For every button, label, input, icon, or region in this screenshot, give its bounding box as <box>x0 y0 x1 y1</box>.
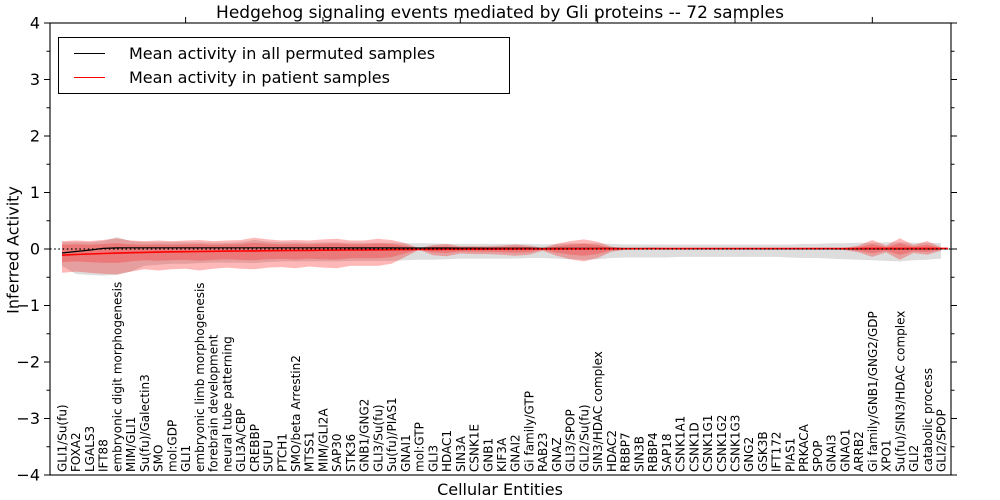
x-tick-label: GLI1/Su(fu) <box>56 404 70 472</box>
x-tick-label: PIAS1 <box>783 438 797 472</box>
y-tick-label: −3 <box>16 409 40 428</box>
x-tick-label: Su(fu)/Galectin3 <box>138 374 152 472</box>
x-tick-label: KIF3A <box>495 437 509 472</box>
x-tick-label: embryonic digit morphogenesis <box>110 282 124 472</box>
x-tick-label: GNAZ <box>550 437 564 472</box>
patient-sample-range <box>62 237 941 275</box>
x-tick-label: MIM/GLI2A <box>317 408 331 472</box>
x-tick-label: STK36 <box>344 434 358 472</box>
x-tick-label: CSNK1E <box>468 424 482 472</box>
x-tick-label: GLI2/SPOP <box>935 409 949 472</box>
y-tick-label: −4 <box>16 466 40 485</box>
x-tick-label: MTSS1 <box>303 431 317 472</box>
x-tick-label: LGALS3 <box>83 426 97 472</box>
x-tick-label: CSNK1G1 <box>701 415 715 472</box>
x-tick-label: GLI3A/CBP <box>234 409 248 472</box>
y-tick-labels: 4 3 2 1 0 −1 −2 −3 −4 <box>16 14 40 485</box>
x-tick-label: GSK3B <box>756 431 770 472</box>
x-tick-label: GLI2 <box>907 445 921 472</box>
x-tick-label: SIN3B <box>632 436 646 472</box>
x-tick-label: SMO/beta Arrestin2 <box>289 355 303 472</box>
y-tick-label: −2 <box>16 353 40 372</box>
x-tick-label: GNB1/GNG2 <box>358 399 372 472</box>
legend-item-patient: Mean activity in patient samples <box>74 68 509 87</box>
x-tick-label: PRKACA <box>797 423 811 472</box>
x-tick-label: PTCH1 <box>275 433 289 472</box>
permuted-line-swatch <box>74 52 105 54</box>
x-tick-label: MIM/GLI1 <box>124 417 138 472</box>
x-tick-label: SIN3A <box>454 435 468 472</box>
x-tick-label: GNAI3 <box>825 434 839 472</box>
x-tick-label: RBBP4 <box>646 432 660 472</box>
x-tick-label: GNAI2 <box>509 434 523 472</box>
x-tick-label: HDAC2 <box>605 430 619 472</box>
x-tick-label: forebrain development <box>207 334 221 472</box>
x-tick-label: CSNK1G3 <box>729 415 743 472</box>
x-tick-label: embryonic limb morphogenesis <box>193 282 207 472</box>
x-tick-label: GLI3/SPOP <box>564 409 578 472</box>
x-tick-label: RBBP7 <box>619 432 633 472</box>
x-tick-label: SIN3/HDAC complex <box>591 351 605 472</box>
x-tick-label: GNAI1 <box>399 434 413 472</box>
x-tick-label: GLI2/Su(fu) <box>577 404 591 472</box>
y-tick-label: 3 <box>30 70 40 89</box>
permuted-sample-range <box>62 237 941 276</box>
x-tick-labels: GLI1/Su(fu) FOXA2 LGALS3 IFT88 embryonic dig… <box>56 282 949 472</box>
x-tick-label: CSNK1G2 <box>715 415 729 472</box>
x-tick-label: GLI1 <box>179 445 193 472</box>
patient-line-swatch <box>74 77 105 79</box>
y-tick-label: 2 <box>30 127 40 146</box>
x-tick-label: SPOP <box>811 440 825 472</box>
x-tick-label: RAB23 <box>536 432 550 472</box>
x-tick-label: CREBBP <box>248 424 262 472</box>
x-tick-label: Gi family/GNB1/GNG2/GDP <box>866 311 880 472</box>
axis-ticks <box>44 17 957 476</box>
x-tick-label: Su(fu)/PIAS1 <box>385 397 399 472</box>
x-tick-label: catabolic process <box>921 368 935 472</box>
legend-item-permuted: Mean activity in all permuted samples <box>74 44 509 63</box>
x-tick-label: GNB1 <box>481 438 495 472</box>
confidence-bands <box>62 237 941 276</box>
y-tick-label: 1 <box>30 183 40 202</box>
x-tick-label: IFT88 <box>97 439 111 472</box>
x-tick-label: neural tube patterning <box>220 336 234 472</box>
x-tick-label: Gi family/GTP <box>523 391 537 472</box>
x-tick-label: mol:GTP <box>413 422 427 472</box>
x-tick-label: Su(fu)/SIN3/HDAC complex <box>893 311 907 472</box>
x-tick-label: FOXA2 <box>69 432 83 472</box>
legend-label-permuted: Mean activity in all permuted samples <box>129 43 436 63</box>
x-tick-label: CSNK1D <box>687 422 701 472</box>
x-tick-label: HDAC1 <box>440 430 454 472</box>
x-tick-label: GLI3/Su(fu) <box>371 404 385 472</box>
x-tick-label: XPO1 <box>880 439 894 472</box>
x-axis-label: Cellular Entities <box>437 480 563 499</box>
x-tick-label: SMO <box>152 445 166 472</box>
y-tick-label: −1 <box>16 296 40 315</box>
x-tick-label: GNAO1 <box>838 429 852 472</box>
x-tick-label: CSNK1A1 <box>674 416 688 472</box>
x-tick-label: SAP30 <box>330 433 344 472</box>
x-tick-label: GNG2 <box>742 437 756 472</box>
legend-label-patient: Mean activity in patient samples <box>129 68 390 88</box>
x-tick-label: SAP18 <box>660 433 674 472</box>
chart-title: Hedgehog signaling events mediated by Gl… <box>216 3 784 23</box>
x-tick-label: ARRB2 <box>852 431 866 472</box>
y-tick-label: 0 <box>30 240 40 259</box>
x-tick-label: mol:GDP <box>165 420 179 472</box>
x-tick-label: IFT172 <box>770 432 784 472</box>
x-tick-label: GLI3 <box>426 445 440 472</box>
y-tick-label: 4 <box>30 14 40 33</box>
legend: Mean activity in all permuted samples Me… <box>58 37 510 94</box>
x-tick-label: SUFU <box>262 440 276 472</box>
y-axis-label: Inferred Activity <box>3 186 23 314</box>
